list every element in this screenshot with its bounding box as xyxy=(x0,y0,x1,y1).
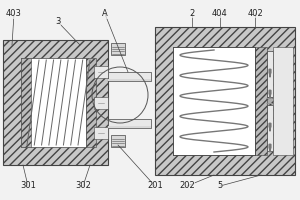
Bar xyxy=(94,97,108,109)
Bar xyxy=(21,58,31,147)
Bar xyxy=(111,135,125,147)
Bar xyxy=(267,98,273,99)
Bar xyxy=(267,51,273,97)
Bar xyxy=(267,105,273,151)
Bar xyxy=(173,47,255,155)
Text: 2: 2 xyxy=(189,8,195,18)
Bar xyxy=(94,66,108,78)
Text: 302: 302 xyxy=(75,182,91,190)
Bar xyxy=(108,72,151,81)
Text: 202: 202 xyxy=(179,182,195,190)
Bar xyxy=(273,47,293,155)
Text: 404: 404 xyxy=(212,8,228,18)
Text: 403: 403 xyxy=(6,9,22,19)
Bar xyxy=(21,58,86,147)
Text: A: A xyxy=(102,9,108,19)
Bar xyxy=(255,47,267,155)
Bar xyxy=(267,103,273,104)
Text: 5: 5 xyxy=(218,182,223,190)
Bar xyxy=(111,43,125,55)
Text: 201: 201 xyxy=(147,182,163,190)
Text: 301: 301 xyxy=(20,182,36,190)
Text: 3: 3 xyxy=(55,18,61,26)
Bar xyxy=(86,58,96,147)
Text: 402: 402 xyxy=(247,8,263,18)
Bar xyxy=(108,79,151,81)
Bar xyxy=(94,127,108,139)
Bar xyxy=(155,27,295,175)
Bar xyxy=(108,126,151,128)
Bar xyxy=(3,40,108,165)
Bar xyxy=(108,119,151,128)
